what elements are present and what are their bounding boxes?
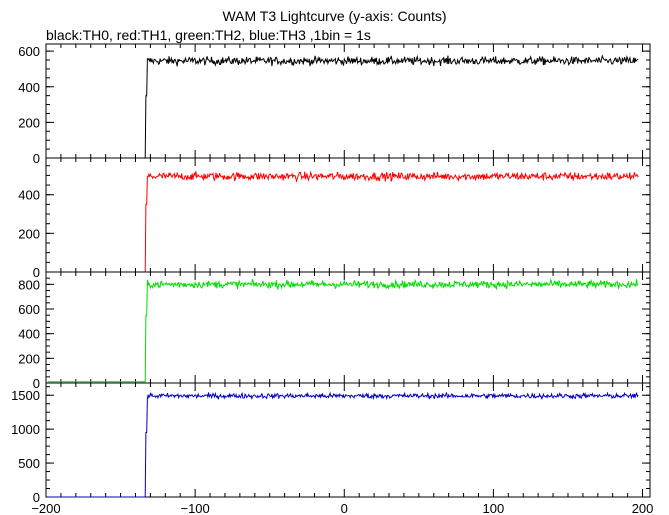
x-tick-label: 100 [483,501,505,515]
y-tick-label: 200 [18,351,40,366]
chart-title: WAM T3 Lightcurve (y-axis: Counts) [222,8,447,24]
panel-frame-th2 [45,271,651,384]
panel-frame-th0 [45,43,651,159]
y-tick-label: 600 [18,44,40,59]
series-line-th2 [47,278,639,383]
x-tick-label: −100 [180,501,209,515]
y-tick-label: 0 [33,376,40,391]
series-line-th0 [47,54,639,159]
y-tick-label: 600 [18,302,40,317]
series-line-th3 [47,391,639,498]
x-tick-label: −200 [31,501,60,515]
chart-subtitle: black:TH0, red:TH1, green:TH2, blue:TH3 … [46,27,371,43]
x-tick-label: 200 [632,501,654,515]
y-tick-label: 800 [18,277,40,292]
y-tick-label: 400 [18,80,40,95]
y-tick-label: 200 [18,226,40,241]
y-tick-label: 0 [33,265,40,280]
panel-frame-th3 [45,382,651,498]
series-line-th1 [47,170,639,273]
y-tick-label: 400 [18,188,40,203]
x-tick-label: 0 [341,501,348,515]
y-tick-label: 1500 [11,388,40,403]
y-tick-label: 0 [33,490,40,505]
y-tick-label: 0 [33,151,40,166]
y-tick-label: 1000 [11,422,40,437]
y-tick-label: 200 [18,115,40,130]
y-tick-label: 400 [18,327,40,342]
y-tick-label: 500 [18,456,40,471]
